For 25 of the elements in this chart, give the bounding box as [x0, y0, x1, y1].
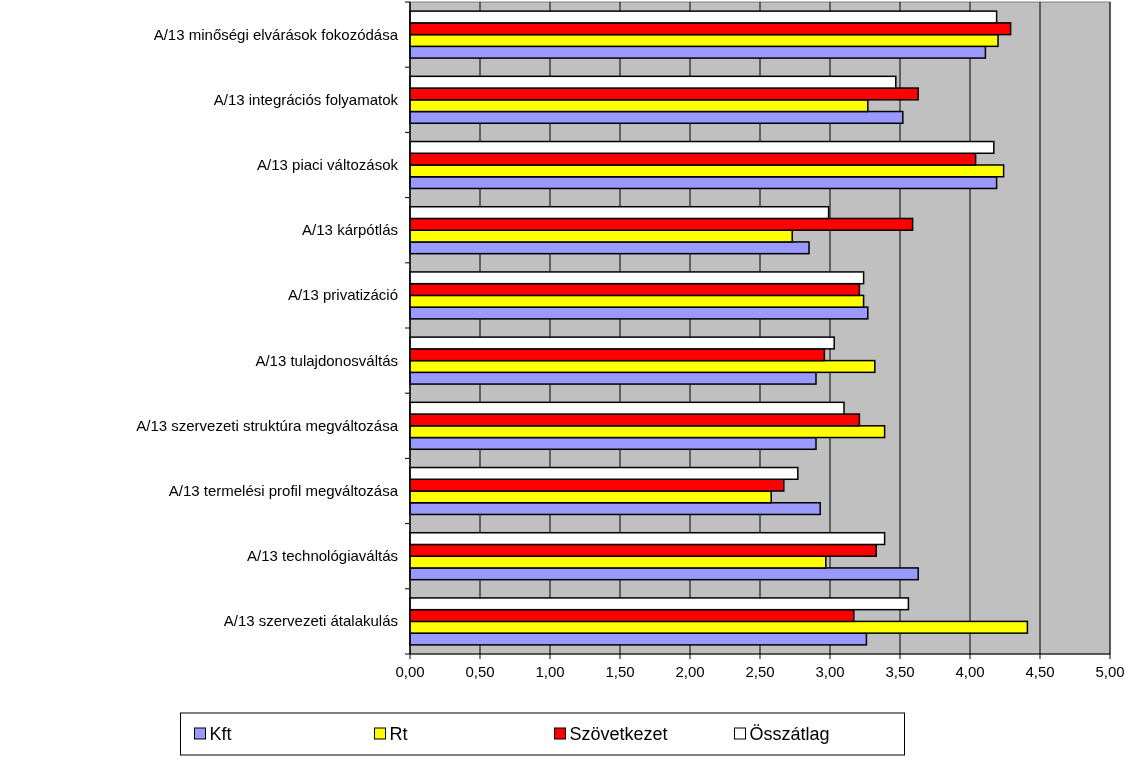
x-tick-label: 4,50 — [1025, 663, 1055, 680]
legend-label: Szövetkezet — [569, 724, 668, 744]
y-tick-label: A/13 piaci változások — [257, 156, 399, 173]
y-tick-label: A/13 szervezeti átalakulás — [223, 612, 398, 630]
x-tick-label: 1,50 — [605, 663, 635, 680]
x-tick-label: 2,50 — [745, 663, 775, 680]
x-tick-label: 3,00 — [815, 663, 845, 680]
x-tick-label: 1,00 — [535, 663, 565, 680]
y-tick-label: A/13 tulajdonosváltás — [255, 351, 398, 369]
legend-label: Kft — [209, 724, 232, 744]
y-tick-label: A/13 integrációs folyamatok — [213, 90, 399, 108]
x-tick-label: 5,00 — [1095, 663, 1125, 680]
y-tick-label: A/13 szervezeti struktúra megváltozása — [136, 416, 399, 434]
y-tick-label: A/13 minőségi elvárások fokozódása — [153, 25, 399, 43]
x-tick-label: 2,00 — [675, 663, 705, 680]
legend-label: Rt — [389, 724, 408, 744]
x-tick-label: 0,50 — [465, 663, 495, 680]
y-tick-label: A/13 termelési profil megváltozása — [168, 482, 399, 499]
y-tick-label: A/13 technológiaváltás — [247, 547, 398, 565]
legend-label: Összátlag — [749, 724, 830, 744]
x-tick-label: 3,50 — [885, 663, 915, 680]
y-tick-label: A/13 privatizáció — [287, 286, 398, 304]
x-tick-label: 0,00 — [395, 663, 425, 680]
y-tick-label: A/13 kárpótlás — [302, 221, 398, 239]
x-tick-label: 4,00 — [955, 663, 985, 680]
